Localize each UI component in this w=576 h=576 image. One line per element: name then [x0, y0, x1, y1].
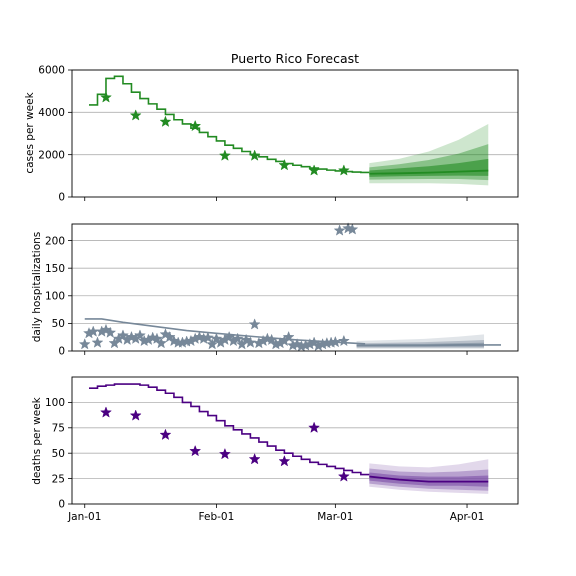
y-axis-label-cases: cases per week — [24, 91, 36, 173]
y-tick-label: 200 — [45, 235, 65, 247]
hospitalizations-panel: 0 50 100 150 200 — [45, 222, 519, 358]
model-line — [88, 383, 370, 476]
y-tick-label: 50 — [52, 448, 65, 460]
plot-frame — [71, 69, 519, 198]
observed-point — [218, 149, 231, 161]
x-tick-label: Feb-01 — [199, 511, 235, 523]
observed-point — [99, 91, 112, 103]
observed-point — [282, 330, 295, 343]
x-tick-label: Apr-01 — [450, 511, 485, 523]
y-tick-label: 0 — [58, 192, 65, 204]
observed-point — [78, 338, 91, 350]
observed-point — [150, 332, 163, 344]
y-tick-label: 0 — [58, 499, 65, 511]
forecast-median-line — [369, 475, 489, 483]
deaths-panel: 0 25 50 75 100 Jan-01 Feb-01 Mar-01 Apr-01 — [45, 376, 519, 523]
y-tick-label: 150 — [45, 263, 65, 275]
y-axis-label-deaths: deaths per week — [31, 396, 43, 484]
y-tick-label: 4000 — [38, 107, 65, 119]
y-axis-label-hospitalizations: daily hospitalizations — [31, 232, 43, 343]
observed-point — [248, 149, 261, 161]
observed-point — [201, 331, 214, 343]
observed-point — [337, 470, 350, 482]
observed-point — [278, 158, 291, 171]
observed-point — [91, 336, 104, 348]
observed-point — [248, 452, 261, 465]
observed-point — [333, 224, 346, 236]
y-tick-label: 6000 — [38, 65, 65, 77]
observed-point — [218, 447, 231, 460]
observed-point — [189, 444, 202, 457]
observed-point — [129, 109, 142, 121]
observed-point — [231, 332, 244, 344]
observed-point — [104, 326, 117, 338]
x-tick-label: Mar-01 — [317, 511, 353, 523]
observed-point — [329, 335, 342, 348]
forecast-band-50 — [369, 472, 489, 487]
x-tick-label: Jan-01 — [67, 511, 101, 523]
observed-point — [265, 333, 278, 346]
y-tick-label: 100 — [45, 290, 65, 302]
forecast-median-line — [369, 169, 489, 175]
observed-point — [278, 455, 291, 467]
model-line — [88, 75, 370, 174]
observed-point — [206, 338, 219, 350]
chart-title: Puerto Rico Forecast — [231, 51, 359, 66]
observed-point — [244, 336, 257, 348]
forecast-median-line — [356, 344, 485, 347]
observed-point — [337, 334, 350, 347]
observed-point — [337, 164, 350, 176]
observed-point — [116, 329, 129, 341]
observed-point — [129, 409, 142, 421]
y-tick-label: 75 — [52, 423, 65, 435]
observed-point — [133, 329, 146, 341]
plot-frame — [71, 376, 519, 505]
observed-point — [308, 164, 321, 176]
y-tick-label: 0 — [58, 346, 65, 358]
y-tick-label: 50 — [52, 318, 65, 330]
y-tick-label: 100 — [45, 397, 65, 409]
observed-point — [159, 115, 172, 127]
observed-point — [155, 336, 168, 349]
observed-point — [346, 223, 359, 235]
observed-point — [159, 428, 172, 441]
y-tick-label: 2000 — [38, 149, 65, 161]
observed-point — [248, 318, 261, 330]
plot-frame — [71, 223, 519, 352]
cases-panel: 0 2000 4000 6000 — [38, 65, 519, 204]
observed-point — [99, 406, 112, 418]
observed-point — [189, 119, 202, 132]
observed-point — [308, 421, 321, 433]
y-tick-label: 25 — [52, 473, 65, 485]
